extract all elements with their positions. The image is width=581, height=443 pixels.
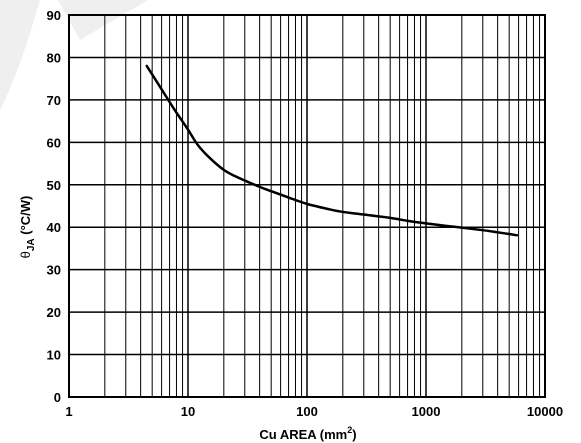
watermark-triangle bbox=[58, 0, 148, 40]
y-axis-label: θJA (°C/W) bbox=[18, 196, 37, 259]
y-axis-label-sub: JA bbox=[26, 238, 37, 251]
y-tick-label: 0 bbox=[54, 390, 61, 405]
x-tick-label: 1 bbox=[65, 404, 72, 419]
plot-frame bbox=[68, 14, 546, 398]
x-axis-label: Cu AREA (mm2) bbox=[259, 425, 356, 442]
watermark-arc bbox=[0, 0, 40, 110]
y-tick-labels: 0 10 20 30 40 50 60 70 80 90 bbox=[47, 8, 61, 405]
x-tick-label: 10000 bbox=[527, 404, 563, 419]
thermal-resistance-curve bbox=[145, 64, 519, 237]
y-tick-label: 40 bbox=[47, 220, 61, 235]
x-axis-label-main: Cu AREA (mm bbox=[259, 427, 347, 442]
x-axis-label-sup: 2 bbox=[347, 425, 352, 435]
y-tick-label: 60 bbox=[47, 135, 61, 150]
y-tick-label: 10 bbox=[47, 348, 61, 363]
x-axis-label-close: ) bbox=[352, 427, 356, 442]
y-tick-label: 80 bbox=[47, 50, 61, 65]
x-tick-label: 100 bbox=[296, 404, 318, 419]
y-tick-label: 30 bbox=[47, 263, 61, 278]
x-tick-label: 10 bbox=[181, 404, 195, 419]
y-axis-label-unit: (°C/W) bbox=[18, 196, 33, 239]
y-tick-label: 50 bbox=[47, 178, 61, 193]
y-axis-label-symbol: θ bbox=[18, 251, 33, 258]
y-tick-label: 70 bbox=[47, 93, 61, 108]
y-tick-label: 20 bbox=[47, 305, 61, 320]
y-tick-label: 90 bbox=[47, 8, 61, 23]
grid bbox=[68, 14, 545, 398]
x-tick-label: 1000 bbox=[412, 404, 441, 419]
x-tick-labels: 1 10 100 1000 10000 bbox=[65, 404, 563, 419]
